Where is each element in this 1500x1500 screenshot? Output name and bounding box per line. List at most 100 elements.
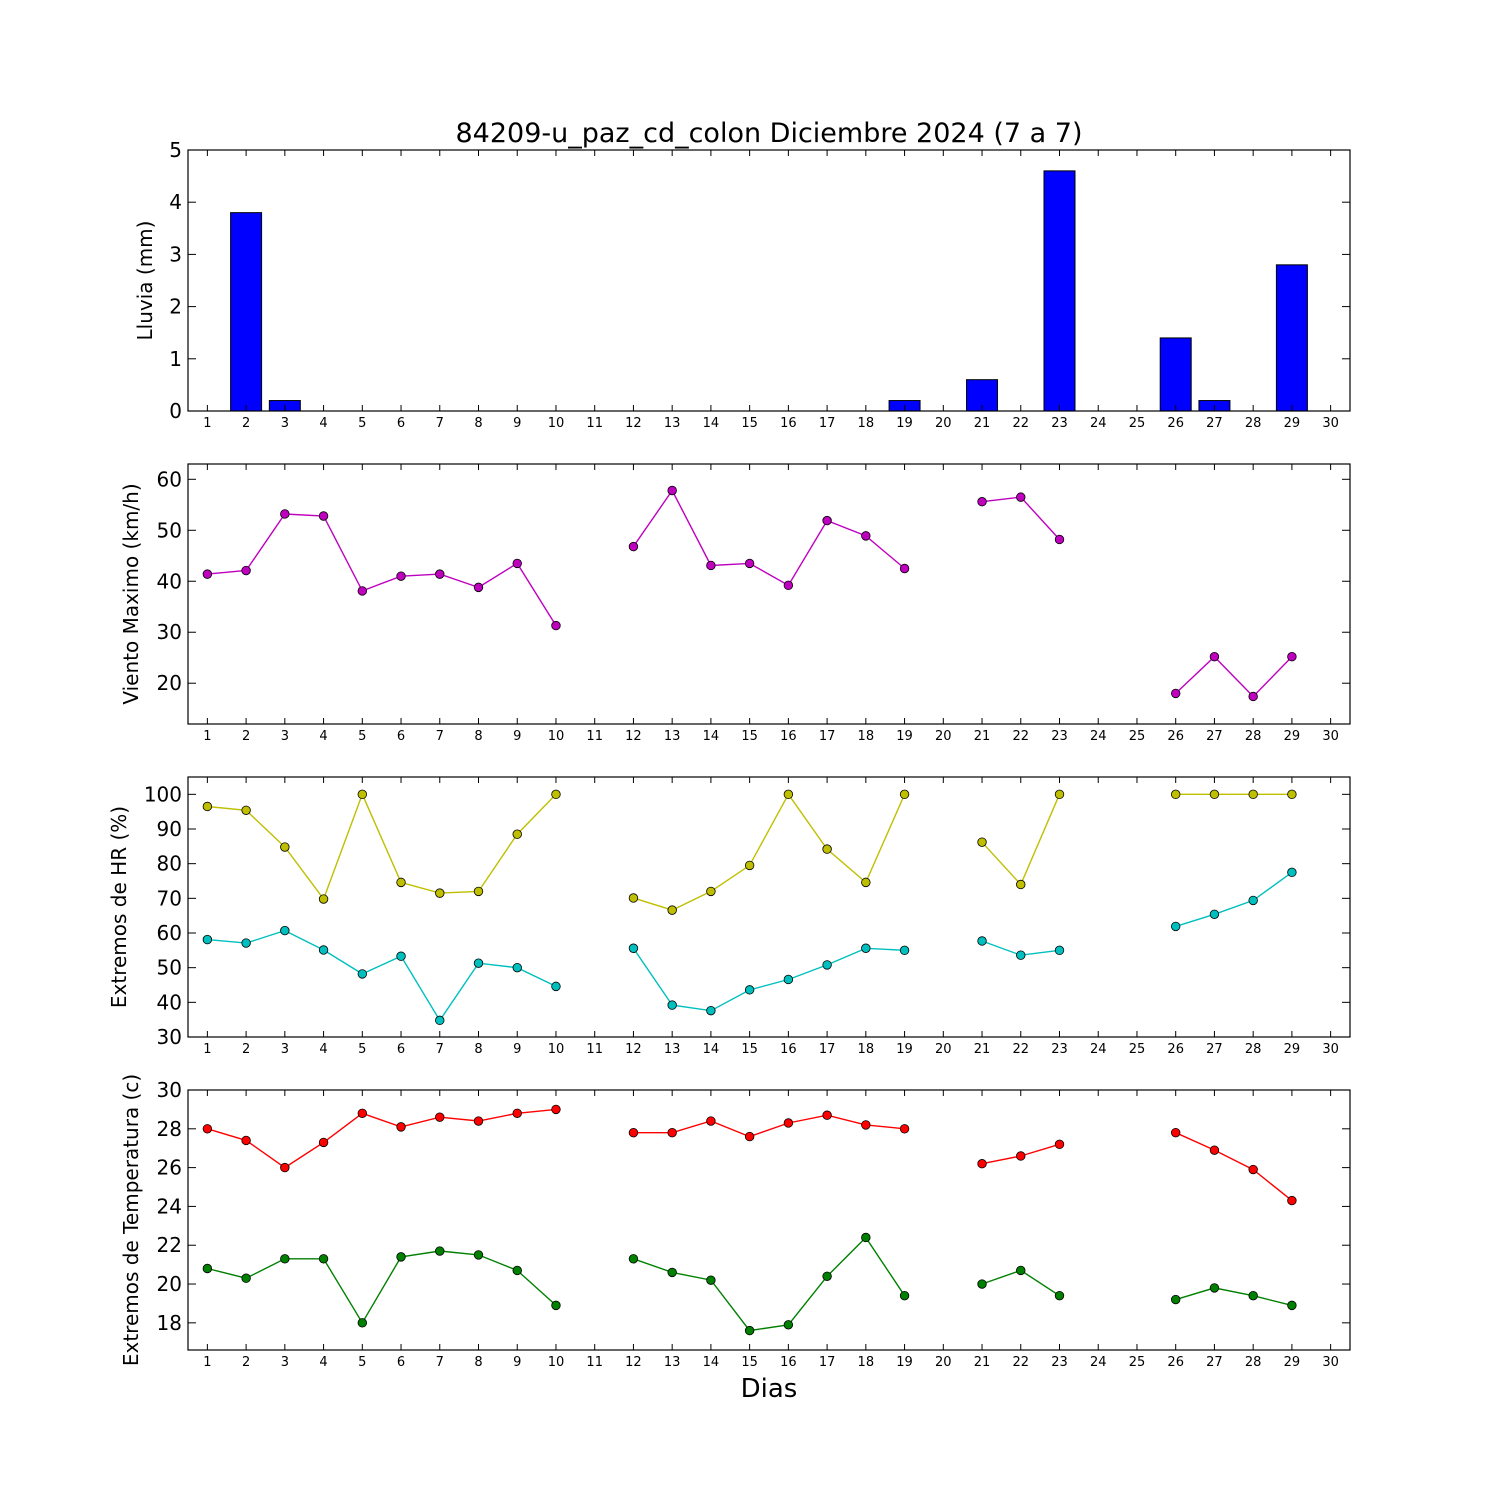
- x-tick-label: 27: [1206, 416, 1223, 431]
- series-line-wind: [207, 513, 557, 626]
- point-hr_max-day-23: [1054, 789, 1065, 800]
- x-tick-label: 14: [703, 416, 720, 431]
- point-temp_min-day-27: [1209, 1283, 1220, 1293]
- point-wind-day-6: [396, 571, 406, 581]
- point-temp_min-day-12: [628, 1254, 639, 1264]
- point-wind-day-26: [1170, 688, 1181, 699]
- point-temp_min-day-21: [977, 1279, 987, 1289]
- bar-day-29: [1275, 264, 1308, 412]
- y-tick-label: 20: [157, 1272, 182, 1296]
- y-tick-label: 50: [157, 956, 182, 980]
- point-hr_max-day-13: [667, 905, 677, 915]
- axes-frame: [187, 1089, 1351, 1351]
- point-temp_max-day-10: [551, 1104, 561, 1115]
- point-wind-day-18: [861, 531, 871, 541]
- x-tick-label: 4: [319, 1042, 327, 1057]
- x-tick-label: 28: [1245, 1355, 1262, 1370]
- series-line-temp_max: [207, 1108, 557, 1169]
- x-tick-label: 5: [358, 729, 366, 744]
- point-temp_min-day-18: [861, 1232, 871, 1243]
- point-temp_min-day-7: [435, 1246, 445, 1256]
- x-tick-label: 28: [1245, 416, 1262, 431]
- x-tick-label: 30: [1322, 416, 1339, 431]
- x-tick-label: 7: [436, 416, 444, 431]
- series-line-temp_min: [633, 1236, 906, 1332]
- point-hr_min-day-22: [1016, 950, 1026, 960]
- x-tick-label: 22: [1012, 729, 1029, 744]
- chart-title: 84209-u_paz_cd_colon Diciembre 2024 (7 a…: [456, 118, 1083, 149]
- point-temp_min-day-22: [1016, 1265, 1026, 1276]
- y-tick-label: 100: [144, 782, 182, 806]
- y-tick-label: 40: [157, 569, 182, 593]
- y-tick-label: 50: [157, 518, 182, 542]
- point-temp_max-day-12: [628, 1127, 639, 1138]
- x-tick-label: 2: [242, 1355, 250, 1370]
- x-tick-label: 5: [358, 1042, 366, 1057]
- x-tick-label: 21: [974, 416, 991, 431]
- point-wind-day-22: [1016, 492, 1026, 502]
- point-temp_min-day-1: [202, 1263, 213, 1274]
- point-temp_min-day-26: [1170, 1294, 1181, 1305]
- point-temp_max-day-27: [1209, 1145, 1220, 1155]
- point-wind-day-4: [318, 511, 329, 521]
- series-line-temp_min: [1175, 1287, 1293, 1307]
- point-hr_min-day-18: [861, 943, 871, 953]
- point-temp_max-day-17: [822, 1110, 832, 1120]
- x-tick-label: 13: [664, 1042, 681, 1057]
- point-temp_min-day-6: [396, 1252, 406, 1262]
- x-tick-label: 17: [819, 1355, 836, 1370]
- y-tick-label: 0: [169, 399, 182, 423]
- x-tick-label: 20: [935, 416, 952, 431]
- axes-frame: [187, 149, 1351, 412]
- y-tick-label: 60: [157, 467, 182, 491]
- x-tick-label: 2: [242, 729, 250, 744]
- x-tick-label: 30: [1322, 1355, 1339, 1370]
- x-tick-label: 30: [1322, 1042, 1339, 1057]
- point-hr_min-day-4: [318, 945, 329, 955]
- point-temp_max-day-8: [473, 1116, 484, 1126]
- point-hr_max-day-12: [628, 893, 639, 903]
- x-tick-label: 25: [1129, 416, 1146, 431]
- x-tick-label: 24: [1090, 416, 1107, 431]
- point-hr_max-day-9: [512, 829, 522, 839]
- x-tick-label: 13: [664, 729, 681, 744]
- y-tick-label: 3: [169, 242, 182, 266]
- bar-day-2: [230, 212, 263, 412]
- x-tick-label: 17: [819, 1042, 836, 1057]
- point-hr_max-day-5: [357, 789, 368, 800]
- point-temp_min-day-16: [783, 1320, 794, 1330]
- x-tick-label: 24: [1090, 1355, 1107, 1370]
- x-tick-label: 12: [625, 729, 642, 744]
- point-wind-day-16: [783, 580, 794, 591]
- point-hr_min-day-7: [435, 1015, 445, 1026]
- point-hr_min-day-13: [667, 1000, 677, 1010]
- x-tick-label: 14: [703, 1355, 720, 1370]
- point-wind-day-8: [473, 582, 484, 593]
- x-tick-label: 29: [1284, 1355, 1301, 1370]
- point-wind-day-13: [667, 485, 677, 496]
- point-hr_max-day-4: [318, 894, 329, 904]
- point-temp_max-day-5: [357, 1108, 368, 1118]
- x-tick-label: 26: [1167, 1042, 1184, 1057]
- x-tick-label: 13: [664, 1355, 681, 1370]
- x-tick-label: 9: [513, 1355, 521, 1370]
- point-temp_max-day-6: [396, 1122, 406, 1132]
- point-temp_max-day-29: [1287, 1195, 1297, 1206]
- y-tick-label: 60: [157, 921, 182, 945]
- x-tick-label: 21: [974, 1042, 991, 1057]
- x-tick-label: 19: [896, 729, 913, 744]
- point-hr_min-day-19: [899, 945, 910, 956]
- y-tick-label: 1: [169, 347, 182, 371]
- point-hr_min-day-2: [241, 938, 251, 948]
- x-tick-label: 15: [741, 1042, 758, 1057]
- x-tick-label: 18: [858, 729, 875, 744]
- point-wind-day-23: [1054, 534, 1065, 545]
- x-tick-label: 16: [780, 1355, 797, 1370]
- x-tick-label: 6: [397, 416, 405, 431]
- point-temp_max-day-9: [512, 1108, 522, 1118]
- x-tick-label: 20: [935, 1355, 952, 1370]
- point-hr_min-day-21: [977, 936, 987, 946]
- series-line-temp_max: [1175, 1132, 1293, 1202]
- point-temp_max-day-26: [1170, 1127, 1181, 1138]
- point-hr_min-day-1: [202, 934, 213, 945]
